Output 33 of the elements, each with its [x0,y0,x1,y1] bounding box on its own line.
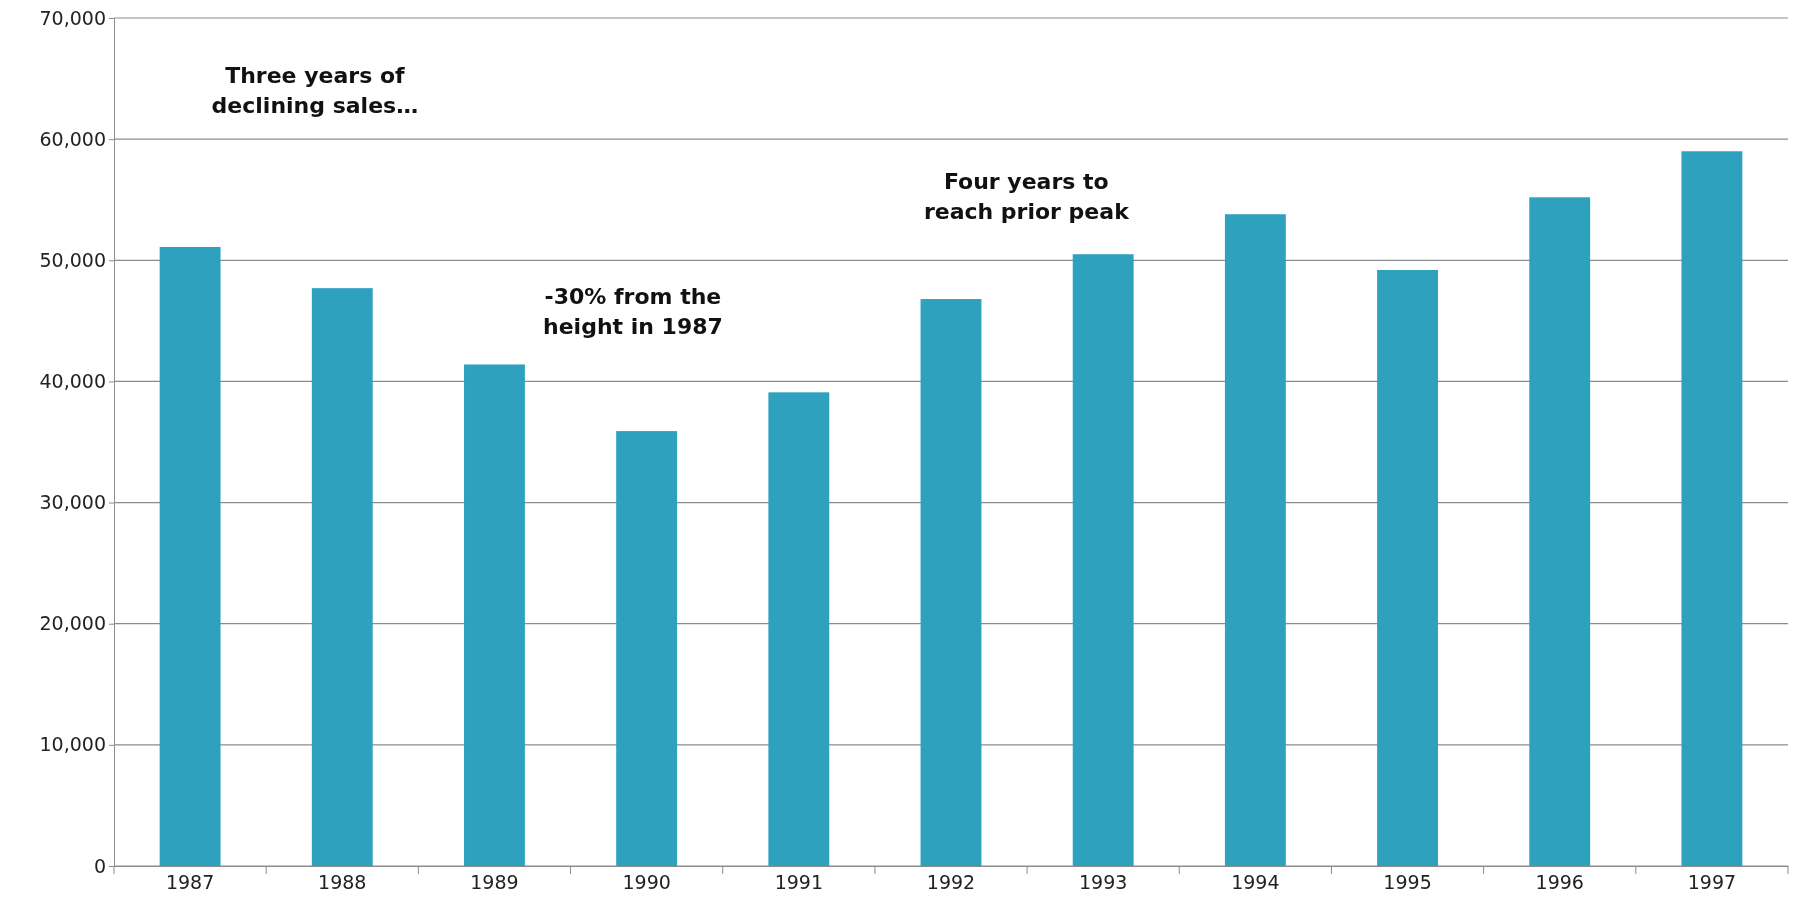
x-tick-label: 1994 [1231,871,1280,894]
x-tick-label: 1995 [1383,871,1432,894]
bar [159,246,221,866]
annotation: Four years to reach prior peak [923,169,1131,225]
bar [1529,197,1591,866]
x-tick-label: 1987 [165,871,215,894]
bar [464,364,525,866]
x-tick-label: 1993 [1079,871,1128,894]
x-tick-label: 1989 [470,871,519,894]
bar [1224,214,1286,866]
bar [616,431,678,866]
x-tick-label: 1996 [1535,871,1584,894]
y-tick-label: 40,000 [39,370,106,393]
bar [920,299,982,866]
y-tick-label: 60,000 [39,127,106,150]
bar [1681,151,1743,866]
y-tick-label: 70,000 [39,6,106,29]
x-tick-label: 1997 [1687,871,1737,894]
y-tick-label: 50,000 [39,248,106,271]
bar [768,392,830,866]
annotation: -30% from the height in 1987 [543,283,723,339]
x-tick-label: 1991 [774,871,823,894]
x-tick-label: 1992 [926,871,976,894]
bar [311,288,373,866]
annotation: Three years of declining sales… [211,63,419,119]
bar [1072,254,1134,866]
y-tick-label: 30,000 [39,491,106,514]
x-tick-label: 1990 [622,871,671,894]
bar [1377,269,1438,866]
y-tick-label: 20,000 [39,612,106,635]
y-tick-label: 0 [93,854,106,877]
y-tick-label: 10,000 [39,733,106,756]
x-tick-label: 1988 [318,871,367,894]
